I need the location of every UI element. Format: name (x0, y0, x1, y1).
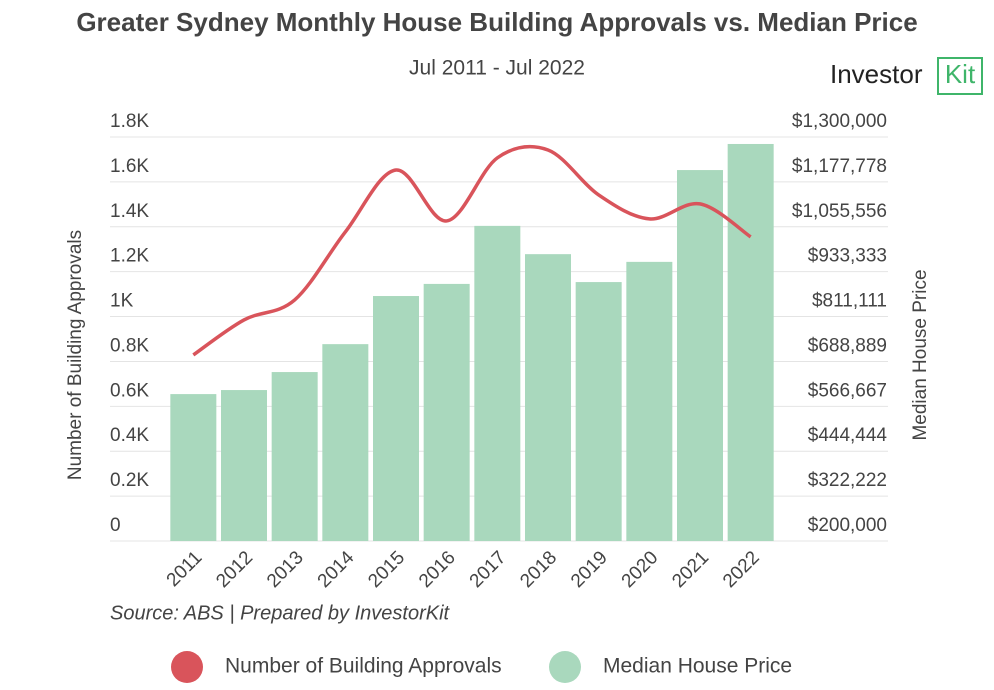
y-tick-label: 0.6K (110, 380, 149, 401)
bar (575, 282, 622, 541)
y-tick-label: 1.8K (110, 111, 149, 132)
y-tick-label: 0.4K (110, 425, 149, 446)
y2-tick-label: $811,111 (812, 291, 887, 312)
x-tick-label: 2012 (212, 547, 257, 592)
x-tick-label: 2018 (516, 547, 561, 592)
y2-tick-label: $933,333 (808, 246, 887, 267)
bar (727, 143, 774, 541)
x-tick-label: 2014 (314, 547, 359, 592)
bar (626, 261, 673, 541)
legend-label: Number of Building Approvals (225, 655, 502, 678)
y2-tick-label: $566,667 (808, 380, 887, 401)
bar (423, 283, 470, 541)
y2-tick-label: $200,000 (808, 515, 887, 536)
y2-tick-label: $688,889 (808, 335, 887, 356)
x-tick-label: 2017 (466, 547, 511, 592)
legend-label: Median House Price (603, 655, 792, 678)
y2-axis-title: Median House Price (910, 269, 931, 440)
chart-title: Greater Sydney Monthly House Building Ap… (76, 7, 917, 37)
bar (221, 390, 267, 541)
legend-swatch (549, 651, 581, 683)
legend-swatch (171, 651, 203, 683)
x-tick-label: 2011 (163, 547, 207, 591)
brand-kit: Kit (945, 59, 976, 89)
y-tick-label: 1.6K (110, 156, 149, 177)
x-tick-label: 2021 (668, 547, 713, 592)
y-tick-label: 0.8K (110, 335, 149, 356)
bar (677, 170, 723, 541)
bar (373, 296, 419, 541)
source-note: Source: ABS | Prepared by InvestorKit (110, 602, 451, 624)
bar (322, 344, 369, 541)
y2-tick-label: $322,222 (808, 470, 887, 491)
y-tick-label: 1.4K (110, 201, 149, 222)
x-tick-label: 2013 (263, 547, 308, 592)
y-tick-label: 1K (110, 291, 134, 312)
y2-tick-label: $1,177,778 (792, 156, 887, 177)
chart-subtitle: Jul 2011 - Jul 2022 (409, 57, 585, 80)
x-tick-label: 2016 (415, 547, 460, 592)
y-tick-label: 0 (110, 515, 121, 536)
x-tick-label: 2022 (719, 547, 764, 592)
brand-text: Investor (830, 59, 923, 89)
y-tick-label: 0.2K (110, 470, 149, 491)
y-axis-title: Number of Building Approvals (65, 230, 86, 480)
y2-tick-label: $444,444 (808, 425, 888, 446)
line (192, 144, 752, 357)
y2-tick-label: $1,055,556 (792, 201, 887, 222)
bar (525, 254, 571, 541)
x-tick-label: 2020 (618, 547, 663, 592)
y-tick-label: 1.2K (110, 246, 149, 267)
brand-box (937, 57, 983, 95)
x-tick-label: 2019 (567, 547, 612, 592)
x-tick-label: 2015 (364, 547, 409, 592)
y2-tick-label: $1,300,000 (792, 111, 887, 132)
bar (170, 394, 217, 541)
bar (474, 225, 521, 541)
bar (271, 372, 318, 541)
